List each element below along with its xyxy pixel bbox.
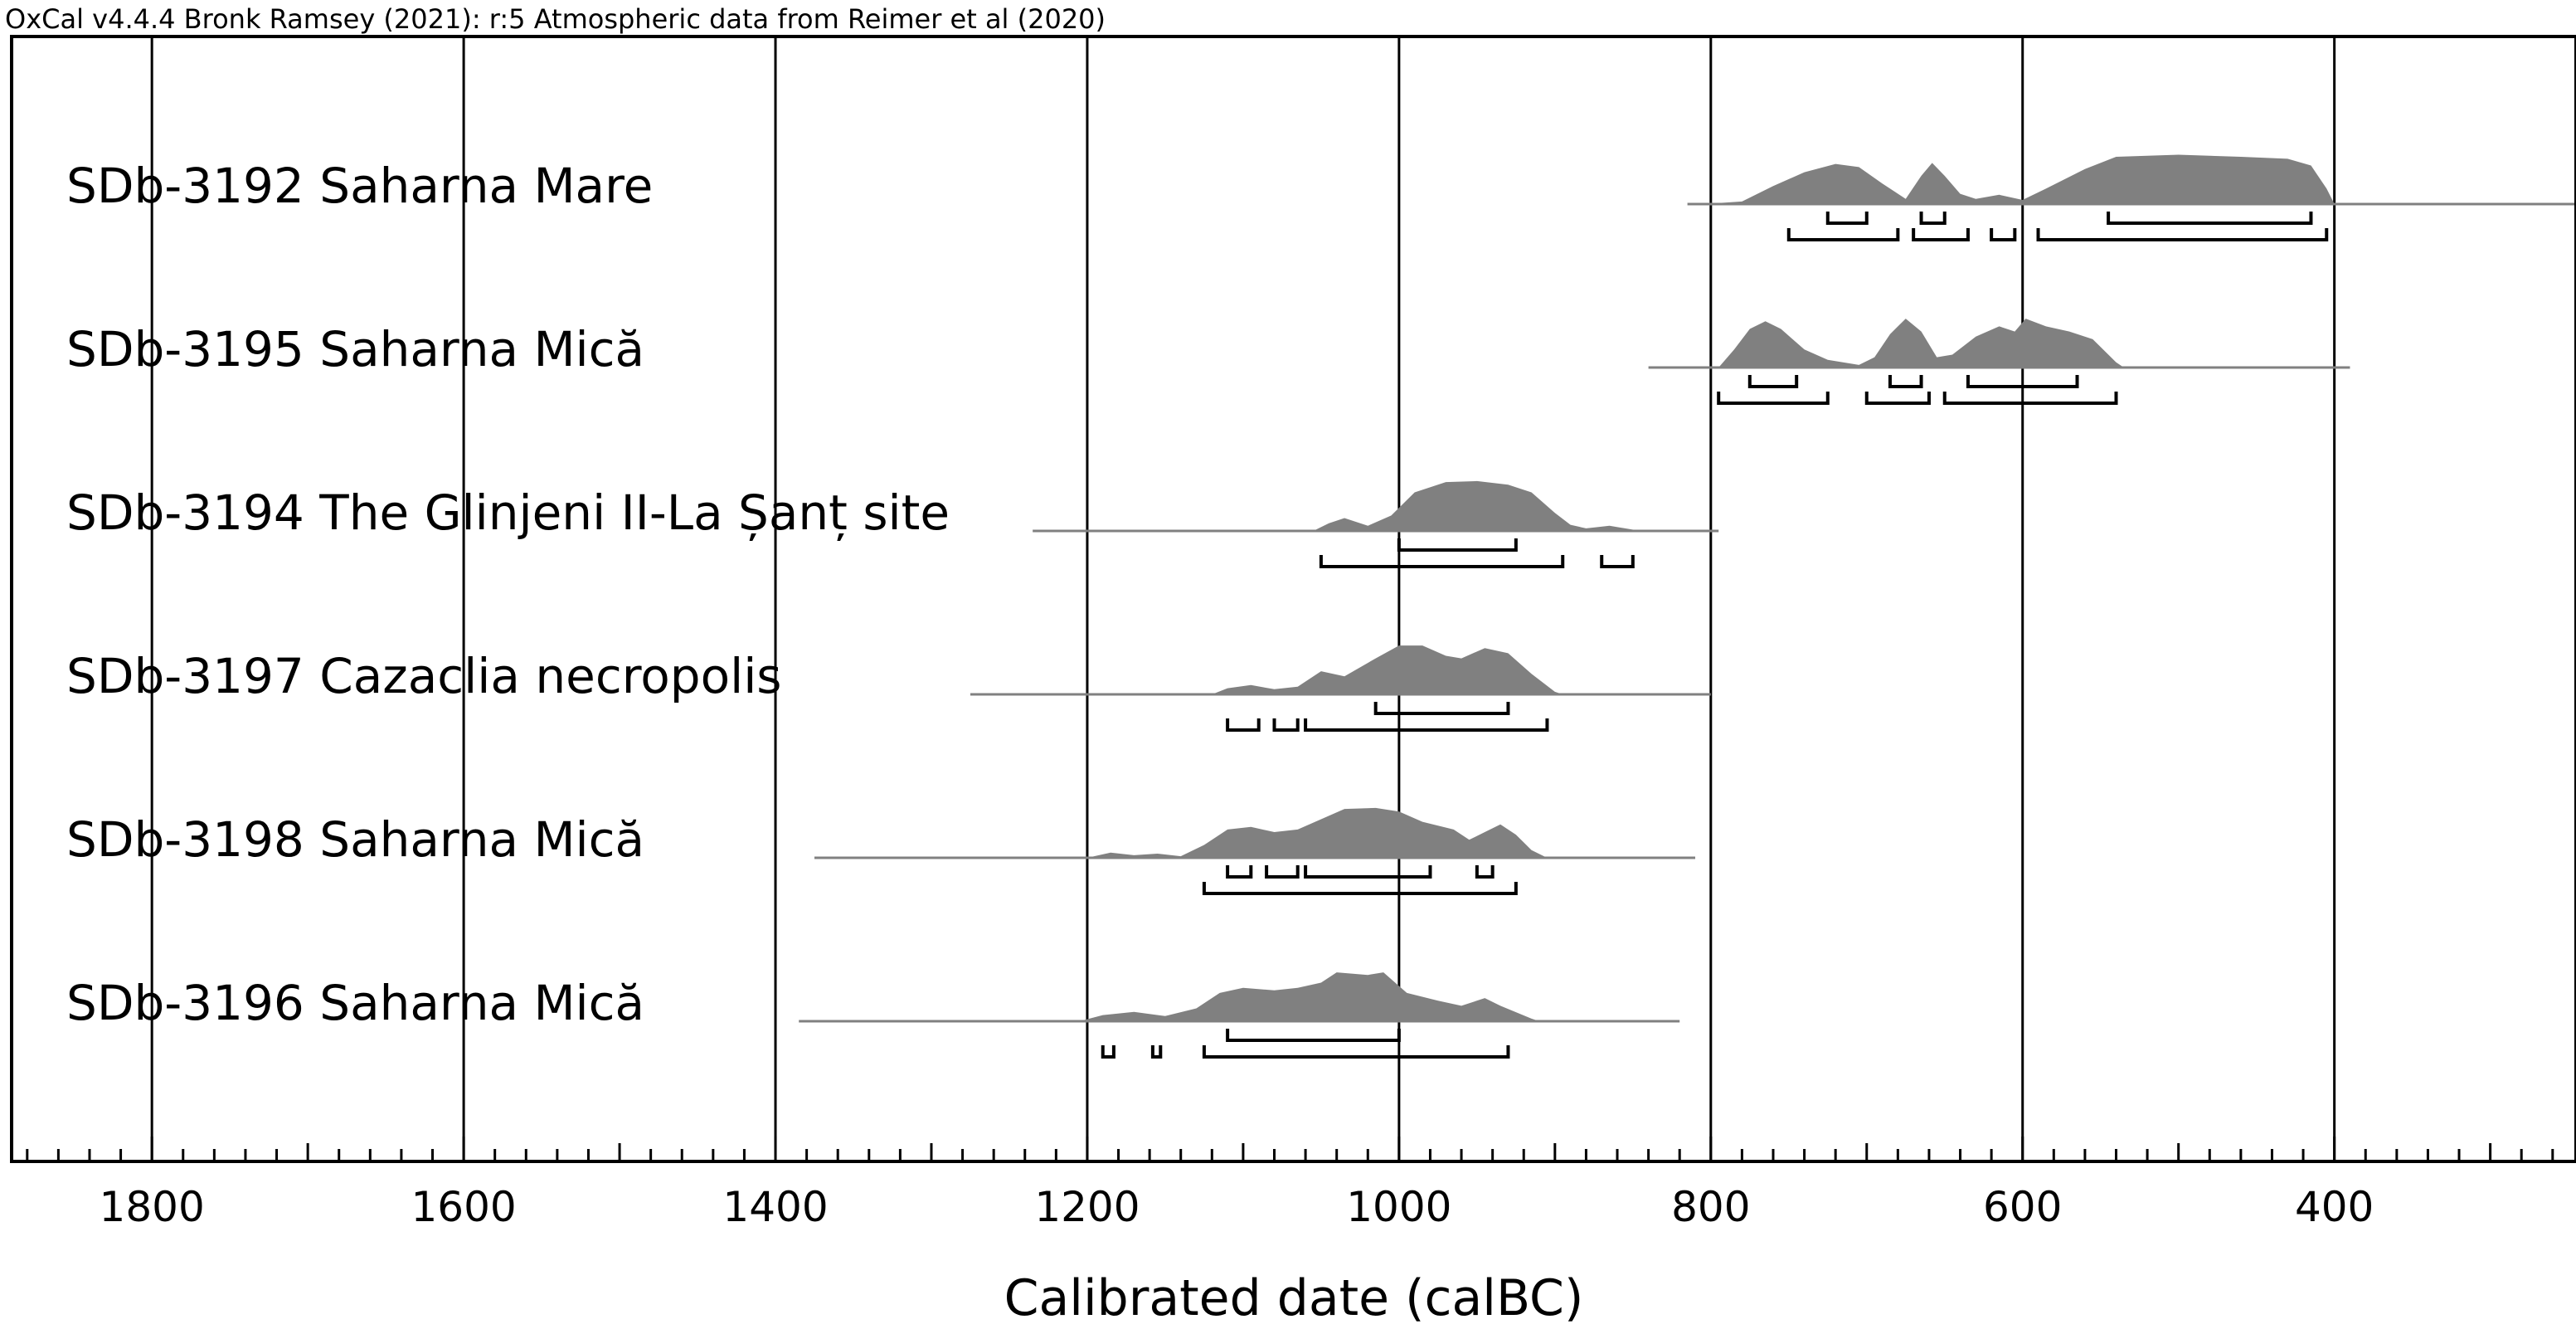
series-label: SDb-3194 The Glinjeni II-La Șanț site xyxy=(66,484,950,541)
probability-distribution xyxy=(1718,319,2124,368)
hpd-95-bracket xyxy=(1786,228,1900,241)
series-label: SDb-3196 Saharna Mică xyxy=(66,975,644,1031)
hpd-95-bracket xyxy=(1912,228,1970,241)
probability-distribution xyxy=(1703,154,2335,204)
x-tick-label-1600: 1600 xyxy=(411,1183,516,1231)
series-label: SDb-3197 Cazaclia necropolis xyxy=(66,648,782,704)
x-tick-label-1400: 1400 xyxy=(722,1183,828,1231)
x-tick-label-400: 400 xyxy=(2295,1183,2374,1231)
x-axis: 1800 1600 1400 1200 1000 800 600 400 xyxy=(26,1137,2554,1231)
hpd-95-bracket xyxy=(1202,1045,1510,1059)
hpd-68-bracket xyxy=(2107,212,2313,225)
x-tick-label-1200: 1200 xyxy=(1034,1183,1140,1231)
series-row-4: SDb-3197 Cazaclia necropolis xyxy=(66,645,1711,732)
series-layer: SDb-3192 Saharna Mare SDb-3195 Saharna Mi… xyxy=(66,154,2576,1059)
probability-distribution xyxy=(1313,480,1641,531)
series-row-3: SDb-3194 The Glinjeni II-La Șanț site xyxy=(66,480,1719,568)
hpd-95-bracket xyxy=(1202,882,1518,895)
hpd-68-bracket xyxy=(1265,865,1300,879)
plot-frame xyxy=(10,35,2576,1163)
hpd-68-bracket xyxy=(1226,865,1253,879)
hpd-68-bracket xyxy=(1397,538,1518,552)
hpd-68-bracket xyxy=(1919,212,1947,225)
hpd-95-bracket xyxy=(1304,718,1549,732)
hpd-68-bracket xyxy=(1373,702,1510,715)
probability-distribution xyxy=(1086,807,1548,858)
x-tick-label-800: 800 xyxy=(1671,1183,1750,1231)
x-tick-label-1800: 1800 xyxy=(100,1183,205,1231)
hpd-95-bracket xyxy=(1717,392,1830,405)
hpd-95-bracket xyxy=(1226,718,1261,732)
hpd-95-bracket xyxy=(1600,555,1635,568)
hpd-95-bracket xyxy=(1150,1045,1163,1059)
series-row-2: SDb-3195 Saharna Mică xyxy=(66,319,2350,405)
hpd-95-bracket xyxy=(2036,228,2329,241)
hpd-68-bracket xyxy=(1226,1029,1401,1042)
hpd-95-bracket xyxy=(1272,718,1300,732)
x-tick-label-600: 600 xyxy=(1983,1183,2062,1231)
hpd-95-bracket xyxy=(1101,1045,1115,1059)
hpd-68-bracket xyxy=(1888,375,1923,388)
hpd-95-bracket xyxy=(1864,392,1931,405)
series-row-1: SDb-3192 Saharna Mare xyxy=(66,154,2576,241)
x-axis-title: Calibrated date (calBC) xyxy=(1004,1269,1584,1327)
grid-lines xyxy=(150,37,2336,1161)
hpd-95-bracket xyxy=(1319,555,1565,568)
series-row-6: SDb-3196 Saharna Mică xyxy=(66,972,1680,1059)
series-label: SDb-3198 Saharna Mică xyxy=(66,811,644,868)
series-label: SDb-3192 Saharna Mare xyxy=(66,158,653,214)
probability-distribution xyxy=(1212,645,1563,694)
series-row-5: SDb-3198 Saharna Mică xyxy=(66,807,1696,895)
series-label: SDb-3195 Saharna Mică xyxy=(66,321,644,377)
hpd-95-bracket xyxy=(1990,228,2017,241)
hpd-68-bracket xyxy=(1475,865,1495,879)
probability-distribution xyxy=(1079,972,1539,1021)
hpd-68-bracket xyxy=(1304,865,1432,879)
hpd-95-bracket xyxy=(1942,392,2118,405)
hpd-68-bracket xyxy=(1966,375,2079,388)
x-tick-label-1000: 1000 xyxy=(1346,1183,1451,1231)
chart-header: OxCal v4.4.4 Bronk Ramsey (2021): r:5 At… xyxy=(5,3,1106,35)
hpd-68-bracket xyxy=(1825,212,1869,225)
hpd-68-bracket xyxy=(1747,375,1799,388)
